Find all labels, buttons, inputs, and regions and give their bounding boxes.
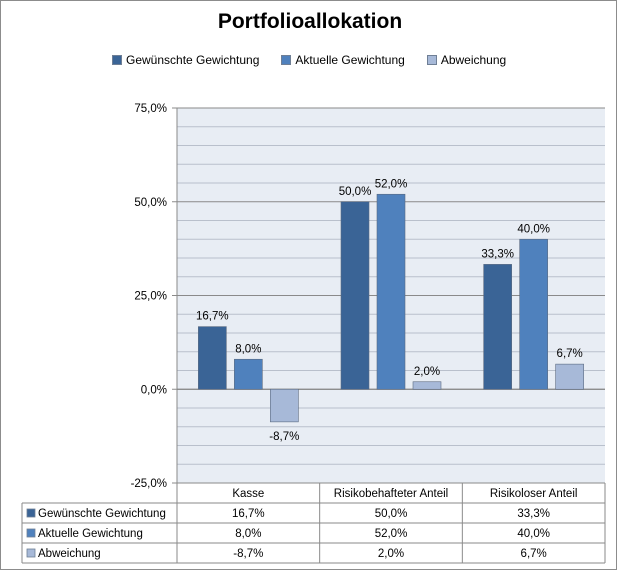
table-swatch	[26, 508, 36, 518]
data-label: 8,0%	[235, 343, 261, 355]
bar	[519, 238, 548, 390]
table-cell: 40,0%	[517, 528, 550, 540]
data-label: 6,7%	[557, 348, 583, 360]
category-label: Risikoloser Anteil	[490, 488, 578, 500]
legend: Gewünschte Gewichtung Aktuelle Gewichtun…	[112, 53, 506, 67]
table-cell: 2,0%	[378, 548, 404, 560]
data-label: 52,0%	[375, 178, 408, 190]
bar	[555, 363, 584, 390]
table-cell: 8,0%	[235, 528, 261, 540]
table-row-label: Gewünschte Gewichtung	[38, 508, 166, 520]
legend-item-aktuell: Aktuelle Gewichtung	[281, 53, 405, 67]
data-label: 50,0%	[339, 186, 372, 198]
legend-label-gewuenscht: Gewünschte Gewichtung	[126, 53, 260, 67]
legend-item-gewuenscht: Gewünschte Gewichtung	[112, 53, 259, 67]
data-label: 16,7%	[196, 311, 229, 323]
chart-title: Portfolioallokation	[217, 10, 403, 33]
legend-swatch-gewuenscht	[112, 55, 122, 65]
data-label: 2,0%	[414, 366, 440, 378]
data-label: -8,7%	[269, 431, 299, 443]
table-row-label: Aktuelle Gewichtung	[38, 528, 143, 540]
y-tick-label: 0,0%	[141, 384, 167, 396]
bar	[198, 326, 227, 390]
table-cell: 6,7%	[521, 548, 547, 560]
bar	[234, 358, 263, 390]
table-cell: 33,3%	[517, 508, 550, 520]
table-row-label: Abweichung	[38, 548, 101, 560]
table-swatch	[26, 548, 36, 558]
table-cell: -8,7%	[233, 548, 263, 560]
y-tick-label: 75,0%	[134, 103, 167, 115]
legend-swatch-aktuell	[281, 55, 292, 65]
legend-label-aktuell: Aktuelle Gewichtung	[295, 53, 405, 67]
bar	[376, 193, 406, 390]
table-cell: 50,0%	[375, 508, 408, 520]
legend-item-abweichung: Abweichung	[426, 53, 507, 67]
y-tick-label: 25,0%	[134, 291, 167, 303]
table-swatch	[26, 528, 36, 538]
bar	[412, 381, 442, 390]
category-label: Risikobehafteter Anteil	[334, 488, 448, 500]
y-tick-label: -25,0%	[131, 478, 167, 490]
category-label: Kasse	[232, 488, 264, 500]
bar	[483, 264, 512, 390]
y-tick-label: 50,0%	[134, 197, 167, 209]
legend-swatch-abweichung	[426, 55, 437, 65]
table-cell: 52,0%	[375, 528, 408, 540]
data-label: 33,3%	[481, 248, 514, 260]
table-cell: 16,7%	[232, 508, 265, 520]
bar	[340, 201, 370, 390]
legend-label-abweichung: Abweichung	[440, 53, 507, 67]
bar	[270, 388, 299, 423]
data-label: 40,0%	[517, 223, 550, 235]
